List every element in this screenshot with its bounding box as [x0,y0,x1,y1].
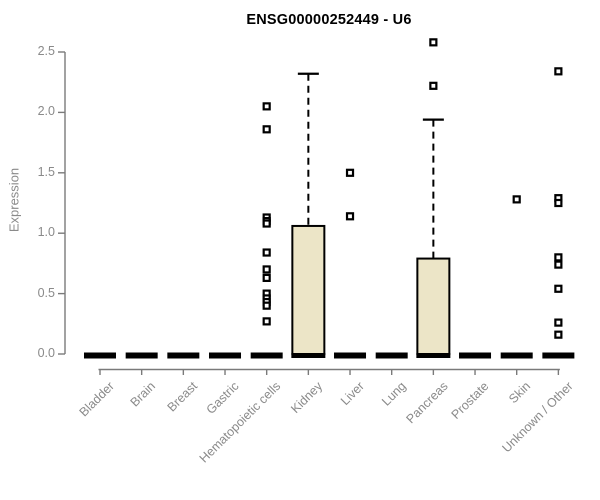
box-kidney [291,224,326,355]
outlier-point [554,330,563,339]
flat-box-breast [167,352,200,359]
y-tick-label: 0.5 [37,285,55,300]
y-tick-label: 1.5 [37,164,55,179]
y-tick-label: 0.0 [37,346,55,360]
outlier-point [262,102,271,111]
median-line [416,353,451,358]
box-pancreas [416,257,451,355]
outlier-point [345,168,355,177]
outlier-point [262,301,271,310]
outlier-point [554,260,563,269]
chart-title: ENSG00000252449 - U6 [246,12,412,28]
outlier-point [429,81,438,90]
outlier-point [262,317,271,326]
outlier-point [554,284,563,293]
y-tick-label: 2.0 [37,104,55,119]
outlier-point [262,125,271,134]
flat-box-unknown-other [542,352,575,359]
outlier-point [554,318,563,327]
outlier-point [429,38,438,47]
outlier-point [262,219,271,228]
outlier-point [554,67,563,76]
outlier-point [554,198,563,208]
outlier-point [262,248,271,257]
outlier-point [345,212,355,221]
flat-box-lung [375,352,408,359]
median-line [291,353,326,358]
y-tick-label: 1.0 [37,225,55,240]
outlier-point [262,273,271,282]
flat-box-liver [334,352,367,359]
flat-box-prostate [459,352,492,359]
outlier-point [554,253,563,262]
flat-box-skin [500,352,533,359]
outlier-point [262,265,271,274]
y-tick-label: 2.5 [37,44,55,58]
flat-box-gastric [209,352,242,359]
flat-box-brain [125,352,158,359]
outlier-point [512,195,521,204]
flat-box-hematopoietic-cells [250,352,283,359]
flat-box-bladder [84,352,116,359]
